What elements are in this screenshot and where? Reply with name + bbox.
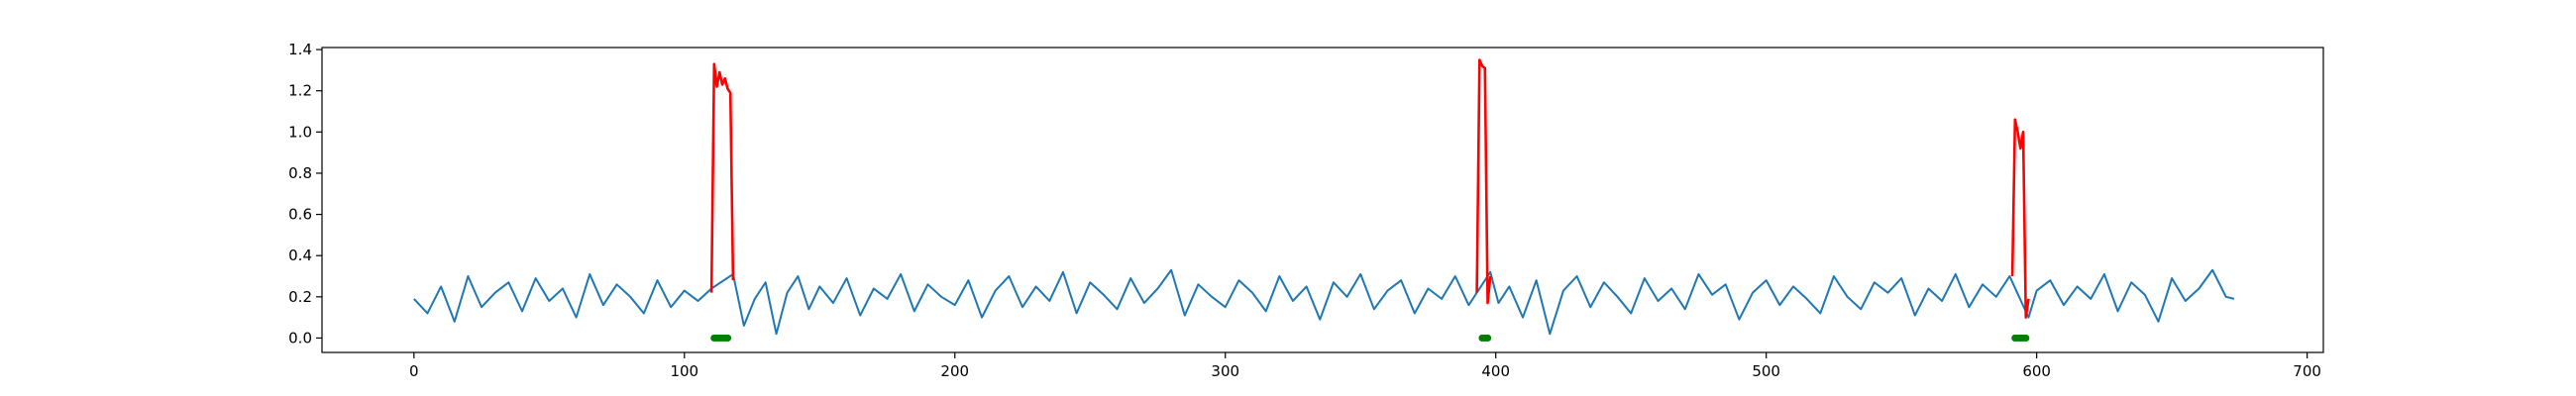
y-tick-label: 0.8 [288,164,312,182]
x-tick-label: 600 [2022,362,2051,380]
y-axis: 0.0 0.2 0.4 0.6 0.8 1.0 1.2 1.4 [288,41,322,346]
y-tick-label: 0.0 [288,329,312,346]
x-tick-label: 400 [1481,362,1510,380]
plot-frame [321,47,2324,353]
anomaly-marker [723,334,732,343]
x-tick-label: 0 [409,362,419,380]
y-tick-label: 1.0 [288,123,312,141]
anomaly-marker [2022,334,2030,343]
y-tick-label: 1.2 [288,82,312,100]
y-tick-label: 1.4 [288,41,312,58]
y-tick-label: 0.2 [288,288,312,306]
y-tick-label: 0.4 [288,247,312,264]
anomaly-marker [1483,334,1492,343]
anomaly-segment-2 [1475,58,1492,305]
signal-series-line [413,268,2235,336]
y-tick-label: 0.6 [288,206,312,224]
series-layer [413,58,2235,336]
anomaly-segment-1 [709,62,735,293]
anomaly-segment-3 [2010,118,2030,319]
x-tick-label: 200 [940,362,969,380]
plot-area [321,47,2324,353]
x-tick-label: 500 [1752,362,1780,380]
marker-layer [710,334,2030,343]
x-axis: 0 100 200 300 400 500 600 700 [409,352,2321,380]
x-tick-label: 700 [2293,362,2321,380]
x-tick-label: 300 [1211,362,1239,380]
x-tick-label: 100 [670,362,698,380]
